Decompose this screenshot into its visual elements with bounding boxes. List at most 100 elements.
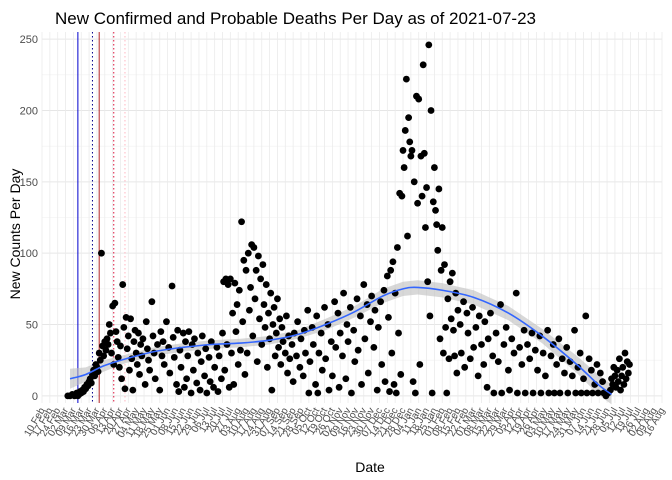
data-point	[136, 371, 143, 378]
data-point	[596, 369, 604, 377]
data-point	[262, 281, 270, 288]
data-point	[348, 389, 355, 397]
data-point	[194, 349, 202, 357]
data-point	[296, 363, 304, 371]
data-point	[474, 372, 482, 380]
data-point	[354, 346, 362, 354]
data-point	[313, 312, 321, 320]
data-point	[447, 315, 455, 323]
data-point	[544, 326, 552, 334]
data-point	[105, 321, 113, 328]
data-point	[277, 361, 285, 368]
data-point	[238, 218, 245, 226]
data-point	[350, 326, 358, 334]
data-point	[137, 341, 145, 348]
data-point	[231, 279, 239, 287]
data-point	[432, 206, 439, 214]
data-point	[526, 355, 534, 363]
data-point	[221, 366, 229, 374]
data-point	[385, 313, 392, 321]
data-point	[411, 389, 419, 397]
data-point	[425, 41, 433, 49]
data-point	[423, 184, 430, 191]
data-point	[392, 389, 400, 397]
data-point	[558, 355, 566, 363]
data-point	[185, 328, 193, 336]
data-point	[426, 312, 434, 320]
data-point	[431, 164, 438, 171]
data-point	[278, 323, 286, 331]
data-point	[210, 383, 217, 391]
data-point	[494, 358, 502, 366]
data-point	[197, 358, 205, 366]
data-point	[582, 312, 590, 320]
data-point	[553, 361, 561, 368]
data-point	[550, 389, 558, 397]
data-point	[576, 349, 584, 357]
data-point	[146, 366, 154, 374]
data-point	[574, 363, 582, 371]
data-point	[173, 381, 180, 388]
data-point	[481, 318, 489, 326]
data-point	[373, 386, 381, 394]
data-point	[305, 389, 313, 397]
data-point	[276, 315, 284, 323]
data-point	[587, 366, 595, 374]
data-point	[537, 389, 545, 397]
data-point	[492, 329, 500, 337]
data-point	[141, 381, 149, 388]
data-point	[180, 383, 188, 391]
data-point	[626, 361, 633, 368]
data-point	[336, 329, 344, 337]
data-point	[589, 389, 596, 397]
data-point	[460, 298, 467, 306]
data-point	[441, 261, 448, 268]
data-point	[241, 371, 249, 378]
data-point	[281, 349, 289, 357]
data-point	[399, 147, 407, 154]
data-point	[358, 381, 365, 388]
data-point	[443, 389, 451, 397]
data-point	[213, 343, 221, 351]
data-point	[414, 199, 421, 207]
y-tick-label: 50	[26, 320, 38, 332]
data-point	[528, 329, 536, 337]
data-point	[489, 352, 497, 360]
data-point	[229, 309, 236, 317]
data-point	[541, 372, 549, 380]
data-point	[243, 349, 251, 357]
data-point	[343, 321, 351, 328]
data-point	[436, 335, 444, 343]
data-point	[484, 335, 492, 343]
data-point	[564, 389, 572, 397]
trend-line	[69, 286, 613, 396]
data-point	[237, 346, 244, 354]
data-point	[451, 352, 458, 360]
data-point	[111, 299, 119, 307]
data-point	[118, 375, 126, 383]
data-point	[203, 389, 211, 397]
data-point	[387, 266, 395, 274]
data-point	[322, 355, 330, 363]
data-point	[250, 244, 258, 251]
data-point	[377, 298, 384, 306]
data-point	[490, 389, 498, 397]
data-point	[228, 349, 235, 357]
data-point	[289, 378, 297, 385]
data-point	[124, 332, 132, 340]
data-point	[364, 369, 372, 377]
data-point	[112, 328, 120, 336]
data-point	[422, 224, 429, 231]
data-point	[617, 386, 624, 394]
data-point	[487, 309, 494, 317]
data-point	[561, 369, 568, 377]
data-point	[409, 378, 417, 385]
data-point	[306, 358, 314, 366]
data-point	[168, 282, 176, 290]
data-point	[502, 323, 510, 331]
data-point	[416, 361, 424, 368]
data-point	[427, 107, 435, 114]
data-point	[374, 323, 382, 331]
data-point	[103, 335, 111, 343]
data-point	[508, 335, 516, 343]
